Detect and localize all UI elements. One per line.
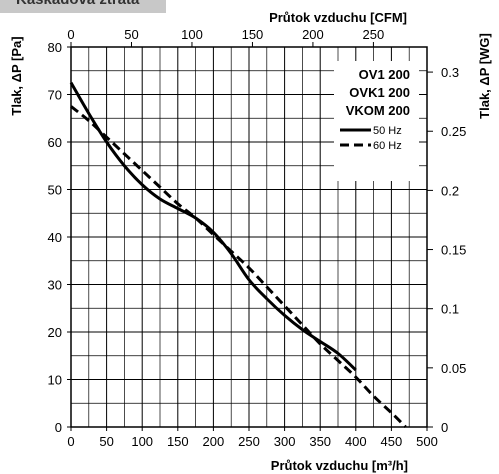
y2-tick-label: 0 (441, 420, 448, 435)
legend-label: 50 Hz (373, 125, 402, 137)
curves (69, 81, 407, 429)
x-tick-label: 350 (309, 434, 331, 449)
x-tick-label: 100 (131, 434, 153, 449)
y-tick-label: 30 (48, 278, 62, 293)
y2-axis-title: Tlak, ΔP [WG] (477, 33, 492, 119)
legend: OV1 200 OVK1 200 VKOM 200 50 Hz 60 Hz (334, 61, 419, 181)
x2-tick-label: 0 (67, 27, 74, 42)
legend-title-line: OVK1 200 (349, 85, 410, 100)
x2-tick-label: 50 (124, 27, 138, 42)
y-axis-title: Tlak, ΔP [Pa] (9, 36, 24, 115)
section-tab-label: Kaskadová ztráta (16, 0, 139, 8)
x2-axis-title: Průtok vzduchu [CFM] (269, 10, 407, 25)
y2-tick-label: 0.05 (441, 361, 466, 376)
x-tick-label: 450 (381, 434, 403, 449)
legend-box (334, 61, 419, 181)
x-tick-label: 150 (167, 434, 189, 449)
y-tick-label: 80 (48, 40, 62, 55)
x-tick-label: 500 (416, 434, 438, 449)
tick-labels: 0 50 100 150 200 250 300 350 400 450 5000102030405… (48, 27, 467, 449)
y2-tick-label: 0.2 (441, 183, 459, 198)
section-tab: Kaskadová ztráta (0, 0, 166, 13)
x-tick-label: 50 (99, 434, 113, 449)
series-line-50-hz (69, 81, 357, 372)
y-tick-label: 50 (48, 183, 62, 198)
axis-labels: Průtok vzduchu [CFM] Průtok vzduchu [m³/h… (9, 10, 492, 473)
y-tick-label: 10 (48, 373, 62, 388)
x-tick-label: 400 (345, 434, 367, 449)
x-tick-label: 200 (203, 434, 225, 449)
legend-title-line: VKOM 200 (346, 103, 410, 118)
y2-tick-label: 0.15 (441, 243, 466, 258)
legend-title-line: OV1 200 (359, 67, 410, 82)
y-tick-label: 40 (48, 230, 62, 245)
x2-tick-label: 200 (302, 27, 324, 42)
x2-tick-label: 100 (181, 27, 203, 42)
y-tick-label: 70 (48, 88, 62, 103)
y-tick-label: 20 (48, 325, 62, 340)
x-axis-title: Průtok vzduchu [m³/h] (271, 458, 408, 473)
legend-label: 60 Hz (373, 140, 402, 152)
x2-tick-label: 150 (242, 27, 264, 42)
x-tick-label: 300 (274, 434, 296, 449)
y-tick-label: 60 (48, 135, 62, 150)
x-tick-label: 0 (67, 434, 74, 449)
x-tick-label: 250 (238, 434, 260, 449)
y2-tick-label: 0.25 (441, 124, 466, 139)
series-line-60-hz (70, 105, 407, 429)
tick-marks (67, 42, 433, 431)
y2-tick-label: 0.3 (441, 65, 459, 80)
y2-tick-label: 0.1 (441, 302, 459, 317)
x2-tick-label: 250 (363, 27, 385, 42)
y-tick-label: 0 (55, 420, 62, 435)
